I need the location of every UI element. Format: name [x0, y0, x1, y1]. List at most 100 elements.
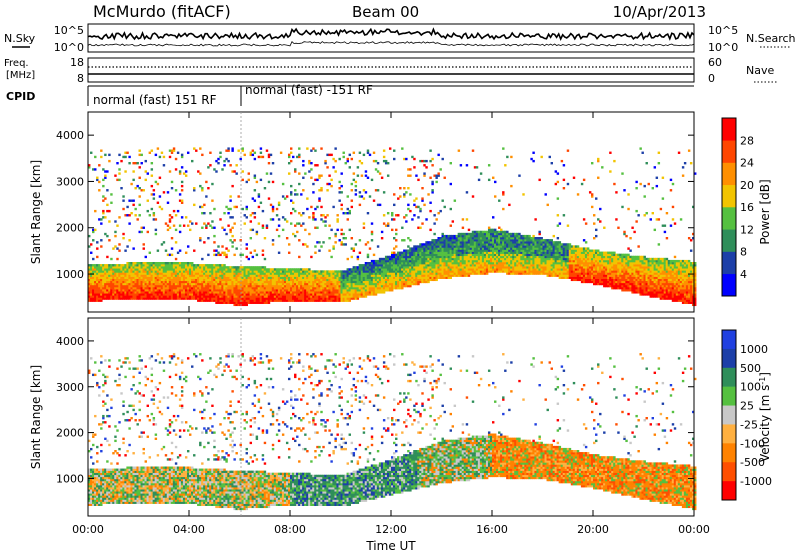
power-cell	[352, 270, 356, 273]
power-cell	[296, 278, 299, 282]
power-cell	[443, 245, 446, 248]
power-cell	[100, 264, 103, 267]
power-cell	[342, 284, 345, 288]
power-cell	[209, 291, 212, 294]
power-cell	[292, 293, 295, 296]
power-cell	[235, 303, 238, 307]
power-cell	[489, 247, 493, 250]
power-cell	[227, 278, 230, 282]
power-cell	[193, 287, 196, 290]
power-cell	[122, 195, 125, 198]
power-cell	[201, 276, 204, 279]
power-cell	[356, 166, 360, 169]
power-cell	[338, 293, 341, 296]
power-cell	[447, 237, 450, 240]
power-cell	[465, 234, 469, 238]
power-cell	[255, 280, 259, 284]
power-cell	[271, 282, 275, 286]
power-cell	[391, 212, 394, 215]
power-cell	[219, 264, 222, 267]
power-cell	[213, 295, 216, 298]
power-cell	[152, 295, 156, 298]
power-cell	[350, 270, 354, 273]
power-cell	[249, 293, 253, 296]
power-cell	[372, 272, 376, 275]
power-cell	[300, 274, 303, 277]
power-cell	[253, 272, 257, 275]
power-cell	[376, 245, 380, 248]
power-cell	[281, 287, 285, 290]
power-cell	[344, 162, 347, 165]
power-cell	[336, 291, 339, 294]
power-cell	[90, 293, 93, 296]
power-cell	[352, 291, 356, 294]
power-cell	[425, 253, 428, 257]
power-cell	[382, 291, 386, 294]
power-cell	[391, 253, 394, 257]
power-cell	[269, 284, 273, 288]
power-cell	[154, 276, 158, 279]
power-cell	[275, 276, 279, 279]
power-cell	[251, 299, 255, 302]
power-cell	[342, 293, 345, 296]
power-cell	[184, 284, 188, 288]
power-cell	[279, 293, 283, 296]
power-cell	[253, 174, 257, 177]
power-cell	[219, 301, 222, 304]
power-cell	[429, 274, 432, 277]
power-cell	[487, 228, 491, 232]
power-cell	[170, 264, 174, 267]
power-cell	[449, 247, 452, 250]
power-cell	[249, 272, 253, 275]
power-cell	[455, 264, 459, 267]
power-cell	[144, 159, 147, 163]
power-cell	[312, 212, 315, 215]
power-cell	[423, 243, 426, 246]
power-cell	[298, 153, 301, 157]
power-cell	[158, 287, 162, 290]
power-cell	[294, 170, 297, 173]
power-cell	[463, 234, 467, 238]
power-cell	[209, 299, 212, 302]
power-cell	[273, 295, 277, 298]
power-cell	[368, 268, 372, 271]
power-cell	[439, 239, 442, 242]
power-cell	[207, 295, 210, 298]
power-cell	[310, 295, 313, 298]
power-cell	[292, 295, 295, 298]
power-cell	[463, 262, 467, 265]
power-cell	[213, 266, 216, 269]
power-cell	[92, 276, 95, 279]
power-cell	[172, 272, 176, 275]
power-cell	[384, 259, 388, 263]
power-cell	[134, 187, 137, 190]
power-cell	[168, 170, 172, 173]
power-cell	[259, 280, 263, 284]
power-cell	[94, 284, 97, 288]
power-cell	[344, 289, 347, 292]
power-cell	[245, 278, 248, 282]
power-cell	[298, 272, 301, 275]
power-cell	[496, 247, 499, 250]
nave-tick-top: 60	[708, 56, 722, 69]
power-cell	[166, 268, 170, 271]
power-cell	[96, 268, 99, 271]
power-cell	[160, 276, 164, 279]
power-cell	[370, 232, 374, 236]
power-cell	[92, 289, 95, 292]
power-cell	[247, 172, 250, 175]
power-cell	[172, 262, 176, 265]
power-cell	[100, 293, 103, 296]
power-cell	[126, 151, 129, 154]
power-cell	[382, 282, 386, 286]
power-cell	[126, 280, 129, 284]
power-cell	[215, 272, 218, 275]
power-cell	[112, 295, 115, 298]
power-cell	[399, 187, 402, 190]
power-cell	[459, 247, 463, 250]
power-cell	[124, 266, 127, 269]
power-cell	[152, 218, 156, 221]
power-cell	[136, 278, 139, 282]
power-cell	[483, 239, 487, 242]
power-cell	[227, 207, 230, 211]
